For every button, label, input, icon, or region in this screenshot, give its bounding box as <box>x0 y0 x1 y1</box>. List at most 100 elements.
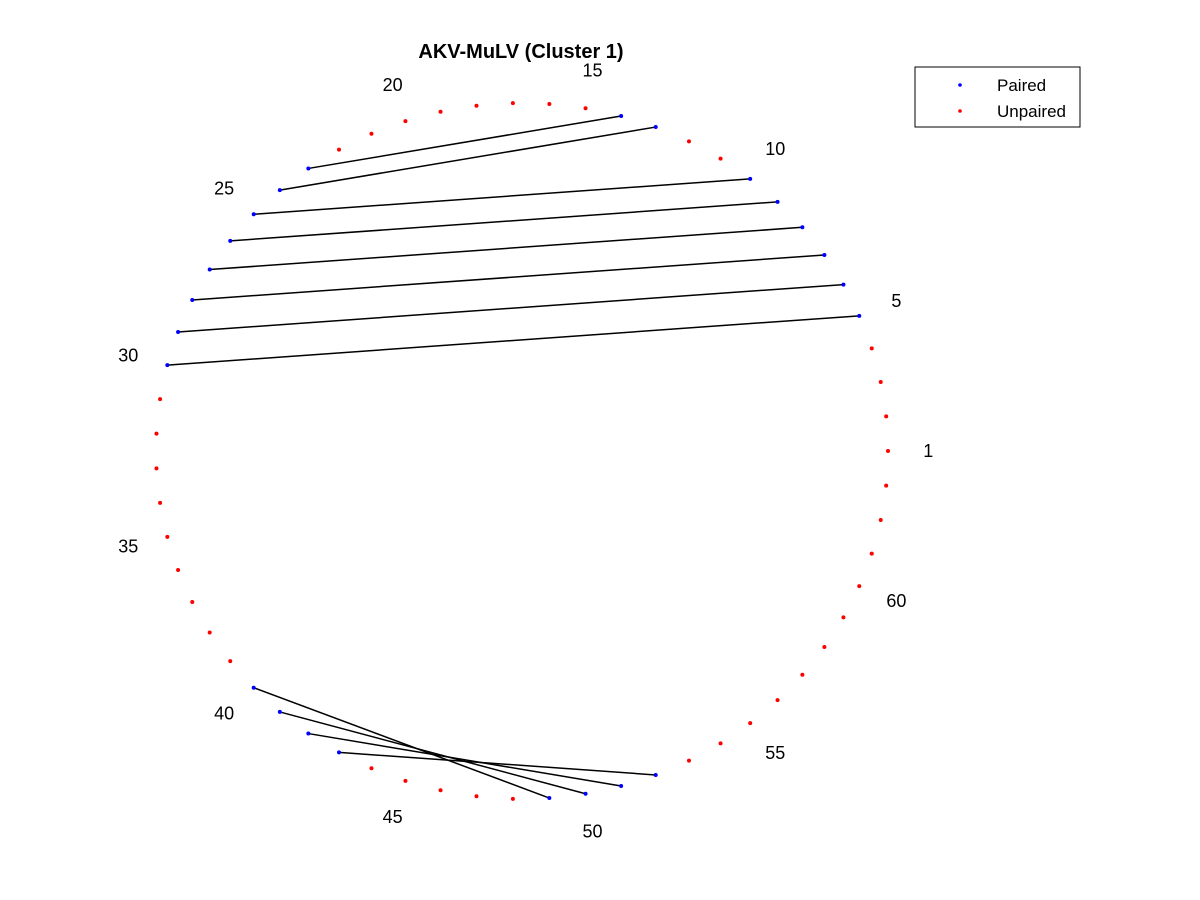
position-label-40: 40 <box>214 704 234 724</box>
paired-point-28 <box>190 298 195 303</box>
paired-point-29 <box>176 329 181 334</box>
legend-box <box>914 66 1081 128</box>
pair-line-7-28 <box>192 254 825 301</box>
paired-point-5 <box>857 313 862 318</box>
pair-line-13-24 <box>279 126 656 191</box>
pair-line-9-26 <box>230 201 778 242</box>
unpaired-point-2 <box>884 414 889 419</box>
unpaired-point-62 <box>878 517 883 522</box>
position-label-30: 30 <box>118 346 138 366</box>
unpaired-point-18 <box>474 103 479 108</box>
legend-unpaired-marker <box>958 109 962 113</box>
unpaired-point-57 <box>800 672 805 677</box>
pair-line-52-43 <box>338 751 656 776</box>
unpaired-point-63 <box>884 483 889 488</box>
position-label-60: 60 <box>886 591 906 611</box>
paired-point-52 <box>653 772 658 777</box>
unpaired-point-3 <box>878 380 883 385</box>
paired-point-40 <box>251 685 256 690</box>
unpaired-point-21 <box>369 131 374 136</box>
paired-point-24 <box>277 188 282 193</box>
unpaired-point-37 <box>190 599 195 604</box>
position-label-1: 1 <box>923 441 933 461</box>
unpaired-point-19 <box>438 109 443 114</box>
legend: Paired Unpaired <box>914 66 1081 128</box>
unpaired-point-22 <box>337 147 341 152</box>
unpaired-point-12 <box>686 139 691 144</box>
position-label-10: 10 <box>765 139 785 159</box>
unpaired-point-46 <box>438 788 443 793</box>
unpaired-point-56 <box>775 698 780 703</box>
unpaired-point-54 <box>718 741 723 746</box>
unpaired-point-33 <box>154 466 159 471</box>
unpaired-point-11 <box>718 156 723 161</box>
position-label-15: 15 <box>583 61 603 81</box>
unpaired-point-61 <box>869 551 874 556</box>
unpaired-point-45 <box>403 778 408 783</box>
paired-point-23 <box>306 166 311 171</box>
paired-point-51 <box>619 783 624 788</box>
pair-line-5-30 <box>167 315 860 366</box>
paired-point-50 <box>583 791 588 796</box>
pair-line-49-40 <box>253 686 550 799</box>
unpaired-point-58 <box>822 645 827 650</box>
paired-point-30 <box>165 363 170 368</box>
unpaired-point-47 <box>474 794 479 799</box>
unpaired-point-53 <box>686 758 691 763</box>
unpaired-point-1 <box>886 449 890 453</box>
unpaired-point-35 <box>165 534 170 539</box>
pair-line-14-23 <box>308 115 622 170</box>
legend-paired-marker <box>958 83 962 87</box>
unpaired-point-38 <box>207 630 212 635</box>
paired-point-42 <box>306 731 311 736</box>
unpaired-point-55 <box>748 721 753 726</box>
paired-point-41 <box>277 709 282 714</box>
unpaired-point-59 <box>841 615 846 620</box>
unpaired-point-39 <box>228 659 233 664</box>
unpaired-point-17 <box>510 101 515 106</box>
unpaired-point-31 <box>158 397 163 402</box>
paired-point-10 <box>748 176 753 181</box>
unpaired-point-32 <box>154 431 159 436</box>
paired-point-27 <box>207 267 212 272</box>
unpaired-point-44 <box>369 766 374 771</box>
position-label-35: 35 <box>118 536 138 556</box>
position-label-55: 55 <box>765 743 785 763</box>
paired-point-9 <box>775 199 780 204</box>
unpaired-point-16 <box>547 101 552 106</box>
position-label-45: 45 <box>383 807 403 827</box>
paired-point-8 <box>800 225 805 230</box>
unpaired-point-15 <box>583 106 588 111</box>
pair-line-51-42 <box>308 732 622 787</box>
paired-point-14 <box>619 114 624 119</box>
pair-line-6-29 <box>178 283 844 333</box>
position-label-5: 5 <box>891 291 901 311</box>
position-label-50: 50 <box>583 821 603 841</box>
pair-lines <box>167 115 860 799</box>
paired-point-43 <box>337 750 341 755</box>
legend-paired-label: Paired <box>997 76 1046 95</box>
unpaired-point-20 <box>403 119 408 124</box>
pair-line-10-25 <box>253 178 751 216</box>
unpaired-point-48 <box>510 796 515 801</box>
unpaired-point-36 <box>176 568 181 573</box>
nucleotide-points <box>154 101 890 801</box>
position-label-25: 25 <box>214 178 234 198</box>
pair-line-50-41 <box>279 711 586 795</box>
pair-line-8-27 <box>209 226 803 271</box>
position-label-20: 20 <box>383 75 403 95</box>
paired-point-13 <box>653 125 658 130</box>
paired-point-26 <box>228 238 233 243</box>
paired-point-6 <box>841 282 846 287</box>
unpaired-point-60 <box>857 584 862 589</box>
paired-point-7 <box>822 252 827 257</box>
unpaired-point-4 <box>869 346 874 351</box>
paired-point-25 <box>251 212 256 217</box>
chart-title: AKV-MuLV (Cluster 1) <box>418 41 623 63</box>
legend-unpaired-label: Unpaired <box>997 102 1066 121</box>
paired-point-49 <box>547 796 552 801</box>
unpaired-point-34 <box>158 500 163 505</box>
